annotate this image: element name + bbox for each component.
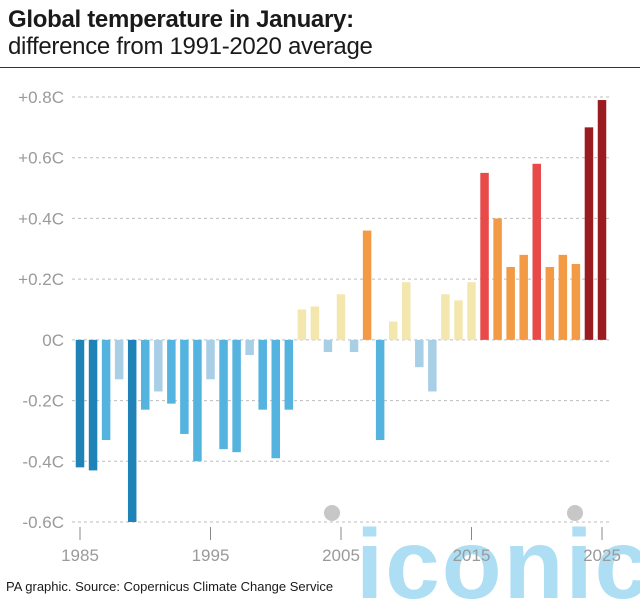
- y-tick-label: -0.6C: [22, 513, 64, 532]
- bars: [75, 100, 607, 522]
- watermark-dot: [324, 505, 340, 521]
- bar-2017: [493, 218, 502, 340]
- bar-2006: [349, 339, 359, 352]
- bar-2010: [402, 282, 411, 340]
- bar-2003: [310, 306, 320, 340]
- y-tick-label: 0C: [42, 331, 64, 350]
- source-note: PA graphic. Source: Copernicus Climate C…: [6, 579, 334, 594]
- bar-1994: [193, 339, 202, 462]
- bar-2009: [388, 321, 398, 340]
- bar-1989: [127, 339, 137, 522]
- y-tick-label: +0.6C: [18, 149, 64, 168]
- watermark-dot: [567, 505, 583, 521]
- bar-2025: [597, 100, 607, 340]
- bar-2002: [297, 309, 307, 340]
- bar-2021: [545, 267, 555, 340]
- x-tick-label: 2015: [453, 546, 491, 565]
- bar-1991: [154, 339, 163, 392]
- bar-2012: [428, 339, 437, 392]
- bar-1996: [219, 339, 228, 450]
- x-tick-label: 2025: [583, 546, 621, 565]
- bar-1995: [206, 339, 215, 380]
- bar-1988: [114, 339, 124, 380]
- x-axis: 1985 1995 2005 2015 2025: [61, 527, 621, 565]
- bar-1999: [258, 339, 267, 410]
- bar-2001: [284, 339, 294, 410]
- bar-2022: [558, 254, 568, 340]
- bar-2024: [584, 127, 594, 340]
- bar-2000: [271, 339, 280, 459]
- watermark-text: iconic: [356, 509, 640, 603]
- header-divider: [0, 67, 640, 68]
- y-tick-label: +0.2C: [18, 270, 64, 289]
- bar-1990: [141, 339, 150, 410]
- bar-2008: [375, 339, 385, 441]
- bar-2018: [506, 267, 515, 340]
- x-tick-label: 1995: [192, 546, 230, 565]
- y-tick-label: -0.2C: [22, 392, 64, 411]
- y-tick-label: +0.4C: [18, 209, 64, 228]
- bar-2013: [441, 294, 450, 340]
- bar-2016: [480, 172, 489, 340]
- bar-2019: [519, 254, 528, 340]
- bar-1986: [88, 339, 98, 471]
- bar-2014: [454, 300, 463, 340]
- y-axis-tick-labels: +0.8C +0.6C +0.4C +0.2C 0C -0.2C -0.4C -0.6C: [18, 88, 64, 532]
- bar-2007: [362, 230, 372, 340]
- x-tick-label: 2005: [322, 546, 360, 565]
- chart-subtitle: difference from 1991-2020 average: [8, 33, 373, 60]
- bar-1992: [167, 339, 176, 404]
- bar-2020: [532, 163, 541, 340]
- bar-2005: [336, 294, 346, 340]
- bar-1998: [245, 339, 254, 356]
- bar-1997: [232, 339, 241, 453]
- bar-1987: [101, 339, 111, 441]
- bar-2023: [571, 263, 581, 340]
- bar-1985: [75, 339, 85, 468]
- x-tick-label: 1985: [61, 546, 99, 565]
- y-tick-label: -0.4C: [22, 452, 64, 471]
- bar-1993: [180, 339, 189, 434]
- watermark: iconic: [324, 505, 640, 603]
- bar-2004: [323, 339, 333, 352]
- chart-title: Global temperature in January:: [8, 6, 354, 33]
- bar-2011: [415, 339, 424, 368]
- bar-2015: [467, 282, 476, 340]
- y-tick-label: +0.8C: [18, 88, 64, 107]
